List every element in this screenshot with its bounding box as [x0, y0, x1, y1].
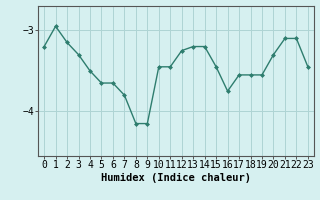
X-axis label: Humidex (Indice chaleur): Humidex (Indice chaleur): [101, 173, 251, 183]
